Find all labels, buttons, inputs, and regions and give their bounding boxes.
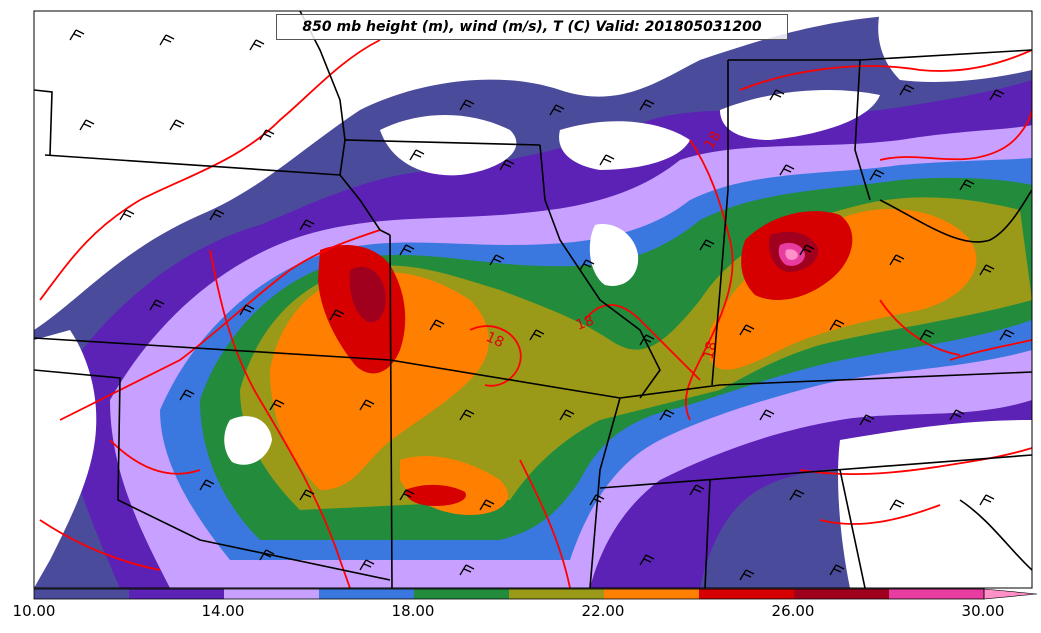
colorbar-segment [129, 589, 224, 599]
colorbar-segment [604, 589, 699, 599]
colorbar-frame [33, 588, 985, 600]
contour-labels: 18 18 18 18 [483, 129, 724, 361]
colorbar-extend-arrow [983, 588, 1038, 600]
colorbar-tick-label: 10.00 [12, 602, 56, 620]
colorbar-segment [889, 589, 984, 599]
colorbar-segment [224, 589, 319, 599]
precipitable-field [34, 11, 1032, 588]
colorbar-segment [414, 589, 509, 599]
colorbar [33, 588, 1038, 600]
colorbar-tick-label: 18.00 [391, 602, 435, 620]
contour-label: 18 [483, 329, 506, 351]
colorbar-segment [509, 589, 604, 599]
colorbar-tick-label: 30.00 [961, 602, 1005, 620]
contour-label: 18 [574, 313, 596, 334]
colorbar-tick-label: 26.00 [771, 602, 815, 620]
colorbar-segment [319, 589, 414, 599]
map-frame [33, 10, 1033, 589]
colorbar-tick-label: 14.00 [201, 602, 245, 620]
temperature-contours [39, 39, 1032, 588]
colorbar-tick-label: 22.00 [581, 602, 625, 620]
map-title: 850 mb height (m), wind (m/s), T (C) Val… [276, 14, 788, 40]
colorbar-segment [699, 589, 794, 599]
contour-label: 18 [702, 129, 725, 152]
colorbar-segment [794, 589, 889, 599]
colorbar-segment [34, 589, 129, 599]
